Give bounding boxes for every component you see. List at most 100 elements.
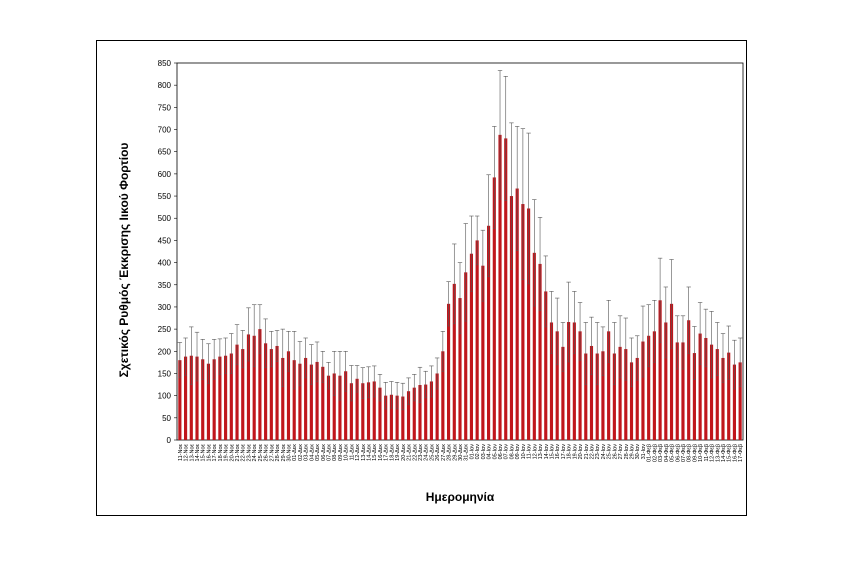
x-tick-label: 14-Νοε xyxy=(195,443,201,461)
bar xyxy=(429,381,433,440)
bar xyxy=(338,375,342,440)
bar xyxy=(469,253,474,440)
bar xyxy=(607,331,611,440)
x-tick-label: 11-Δεκ xyxy=(349,444,355,461)
y-tick-label: 50 xyxy=(162,414,171,423)
x-tick-label: 02-Φεβ xyxy=(652,444,658,462)
y-tick-label: 250 xyxy=(158,325,172,334)
x-tick-label: 16-Ιαν xyxy=(555,444,561,460)
x-tick-label: 26-Ιαν xyxy=(612,444,618,460)
x-tick-label: 16-Φεβ xyxy=(732,444,738,462)
bar xyxy=(178,360,182,440)
bar xyxy=(669,303,674,440)
x-tick-label: 31-Ιαν xyxy=(641,444,647,460)
bar xyxy=(567,322,571,440)
bar xyxy=(246,334,251,440)
y-tick-label: 200 xyxy=(158,347,172,356)
x-tick-label: 11-Ιαν xyxy=(527,444,533,459)
x-tick-label: 14-Φεβ xyxy=(721,444,727,462)
x-tick-label: 21-Ιαν xyxy=(584,444,590,460)
bar xyxy=(521,204,525,440)
x-tick-label: 28-Δεκ xyxy=(447,444,453,461)
x-tick-label: 27-Δεκ xyxy=(441,444,447,461)
bar xyxy=(406,391,411,440)
bar xyxy=(727,352,731,440)
x-tick-label: 13-Δεκ xyxy=(361,444,367,461)
bar xyxy=(527,208,531,440)
bar xyxy=(412,387,416,440)
bar xyxy=(446,303,451,440)
bar xyxy=(732,364,736,440)
x-tick-label: 15-Δεκ xyxy=(372,444,378,461)
bar xyxy=(252,335,256,440)
bar xyxy=(195,356,199,440)
bar xyxy=(578,331,582,440)
x-tick-label: 30-Νοε xyxy=(286,443,292,461)
bar xyxy=(201,359,205,440)
x-tick-label: 23-Δεκ xyxy=(418,444,424,461)
bar xyxy=(395,395,399,440)
y-tick-label: 750 xyxy=(158,103,172,112)
bar xyxy=(292,360,296,440)
x-tick-label: 14-Δεκ xyxy=(367,444,373,461)
bar xyxy=(224,355,228,440)
bar xyxy=(235,344,239,440)
x-tick-label: 16-Νοε xyxy=(206,443,212,461)
bar xyxy=(286,351,291,440)
bar xyxy=(241,349,245,440)
x-tick-label: 08-Ιαν xyxy=(509,444,515,460)
x-tick-label: 17-Ιαν xyxy=(561,444,567,460)
x-tick-label: 18-Ιαν xyxy=(567,444,573,460)
bar xyxy=(709,344,714,440)
x-tick-label: 26-Νοε xyxy=(264,443,270,461)
bar xyxy=(281,357,285,440)
bar xyxy=(629,362,634,440)
y-tick-label: 500 xyxy=(158,214,172,223)
x-tick-label: 06-Φεβ xyxy=(675,444,681,462)
x-tick-label: 04-Φεβ xyxy=(664,444,670,462)
x-tick-label: 13-Νοε xyxy=(189,443,195,461)
bar xyxy=(355,378,359,440)
bar xyxy=(315,361,319,440)
x-tick-label: 10-Φεβ xyxy=(698,444,704,462)
y-tick-label: 100 xyxy=(158,392,172,401)
y-tick-label: 150 xyxy=(158,369,172,378)
bar xyxy=(658,300,662,440)
x-tick-label: 18-Δεκ xyxy=(389,444,395,461)
bar xyxy=(549,322,554,440)
x-tick-label: 13-Ιαν xyxy=(538,444,544,460)
x-tick-label: 09-Ιαν xyxy=(515,444,521,460)
bar xyxy=(326,375,331,440)
bar xyxy=(304,357,308,440)
x-tick-label: 16-Δεκ xyxy=(378,444,384,461)
x-tick-label: 10-Δεκ xyxy=(344,444,350,461)
bar xyxy=(738,362,742,440)
bar xyxy=(492,177,496,440)
x-tick-label: 25-Ιαν xyxy=(607,444,613,460)
bar xyxy=(504,138,508,440)
bar xyxy=(298,363,302,440)
x-tick-label: 19-Ιαν xyxy=(572,444,578,460)
x-tick-label: 24-Δεκ xyxy=(424,444,430,461)
x-tick-label: 03-Φεβ xyxy=(658,444,664,462)
bar xyxy=(218,356,222,440)
bar xyxy=(538,263,542,440)
bar xyxy=(258,329,262,440)
y-tick-label: 800 xyxy=(158,81,172,90)
bar xyxy=(349,383,353,440)
x-tick-label: 24-Νοε xyxy=(252,443,258,461)
bar xyxy=(664,322,668,440)
x-tick-label: 01-Ιαν xyxy=(469,444,475,460)
x-tick-label: 09-Δεκ xyxy=(338,444,344,461)
x-tick-label: 07-Ιαν xyxy=(504,444,510,460)
bar xyxy=(601,351,605,440)
bar-chart: 0 50 100 150 200 250 300 350 400 450 500 550 600 650 7… xyxy=(117,59,744,504)
x-tick-label: 12-Φεβ xyxy=(710,444,716,462)
bar xyxy=(681,342,685,440)
x-tick-label: 20-Νοε xyxy=(229,443,235,461)
x-tick-label: 01-Δεκ xyxy=(292,444,298,461)
bar xyxy=(475,240,479,440)
x-tick-label: 09-Φεβ xyxy=(692,444,698,462)
x-tick-label: 28-Νοε xyxy=(275,443,281,461)
x-tick-label: 19-Νοε xyxy=(224,443,230,461)
